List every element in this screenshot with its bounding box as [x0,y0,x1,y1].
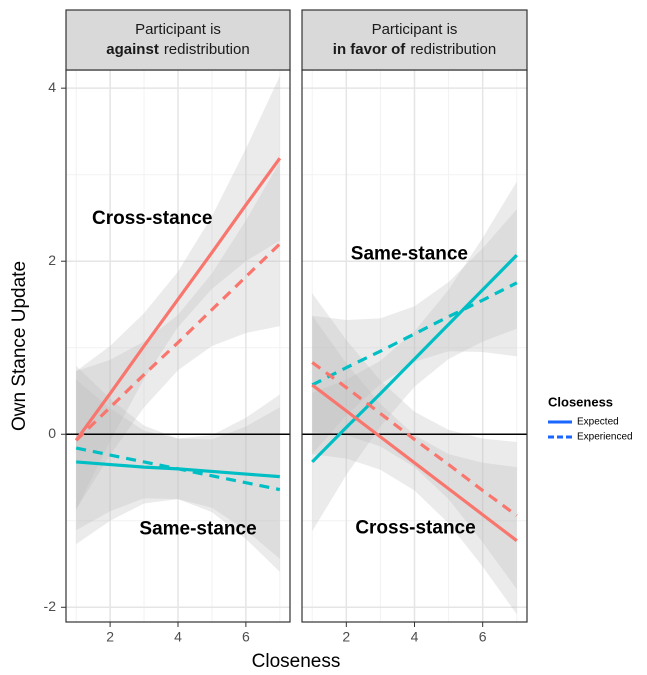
confidence-band [312,315,517,615]
trend-line [75,242,281,442]
annotation: Same-stance [139,518,256,539]
facet-title: Participant is [135,21,221,38]
annotation: Cross-stance [92,208,212,229]
y-tick-label: 2 [48,252,56,268]
facet-title-bold: against [106,41,159,58]
y-axis-label: Own Stance Update [9,261,30,431]
x-tick-label: 2 [342,629,350,645]
legend-title: Closeness [548,394,613,409]
trend-line [311,254,518,464]
facet-strip [65,9,291,71]
x-tick-label: 6 [242,629,250,645]
y-tick-label: -2 [44,598,57,614]
facet-title: in favor of redistribution [333,41,496,58]
legend-label: Experienced [577,432,633,443]
facet-title: against redistribution [106,41,249,58]
trend-line [75,446,281,492]
trend-line [311,281,518,387]
facet-title-rest: redistribution [164,41,250,58]
facet-title-bold: in favor of [333,41,407,58]
x-axis-label: Closeness [252,651,341,672]
facet-title-rest: redistribution [410,41,496,58]
legend-label: Expected [577,417,619,428]
x-tick-label: 4 [411,629,419,645]
trend-line [74,157,282,442]
confidence-band [312,209,517,455]
confidence-band [76,161,280,510]
annotation: Cross-stance [355,518,475,539]
facet-title: Participant is [372,21,458,38]
x-tick-label: 2 [106,629,114,645]
facet-strip [301,9,528,71]
confidence-band [312,293,517,590]
trend-line [311,383,518,542]
annotation: Same-stance [351,243,468,264]
y-tick-label: 4 [48,79,56,95]
trend-line [311,361,518,517]
confidence-band [76,76,280,510]
x-tick-label: 4 [174,629,182,645]
x-tick-label: 6 [479,629,487,645]
y-tick-label: 0 [48,425,56,441]
confidence-band [312,181,517,532]
